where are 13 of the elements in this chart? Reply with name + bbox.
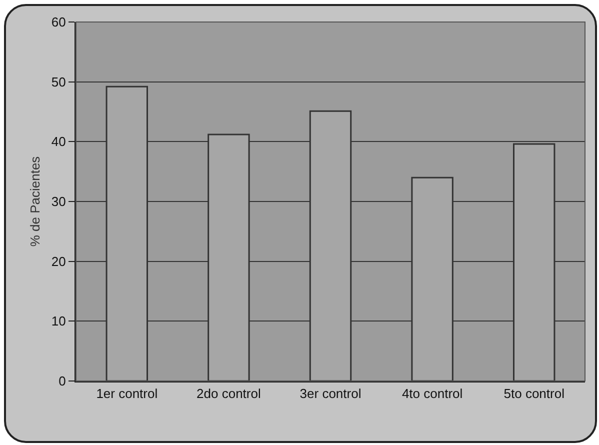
y-tick-label: 20 xyxy=(51,254,66,269)
y-axis-title: % de Pacientes xyxy=(28,156,43,247)
x-tick-label: 2do control xyxy=(196,386,261,402)
y-tick-label: 60 xyxy=(51,14,66,30)
x-tick-label: 5to control xyxy=(504,386,565,402)
y-tick-label: 40 xyxy=(51,134,66,150)
y-tick-label: 0 xyxy=(58,374,66,389)
x-tick-label: 1er control xyxy=(96,386,158,402)
y-tick-label: 30 xyxy=(51,194,66,210)
y-tick-label: 10 xyxy=(51,314,66,329)
x-tick-label: 4to control xyxy=(402,386,463,402)
x-tick-label: 3er control xyxy=(300,386,362,402)
y-tick-label: 50 xyxy=(51,74,66,90)
